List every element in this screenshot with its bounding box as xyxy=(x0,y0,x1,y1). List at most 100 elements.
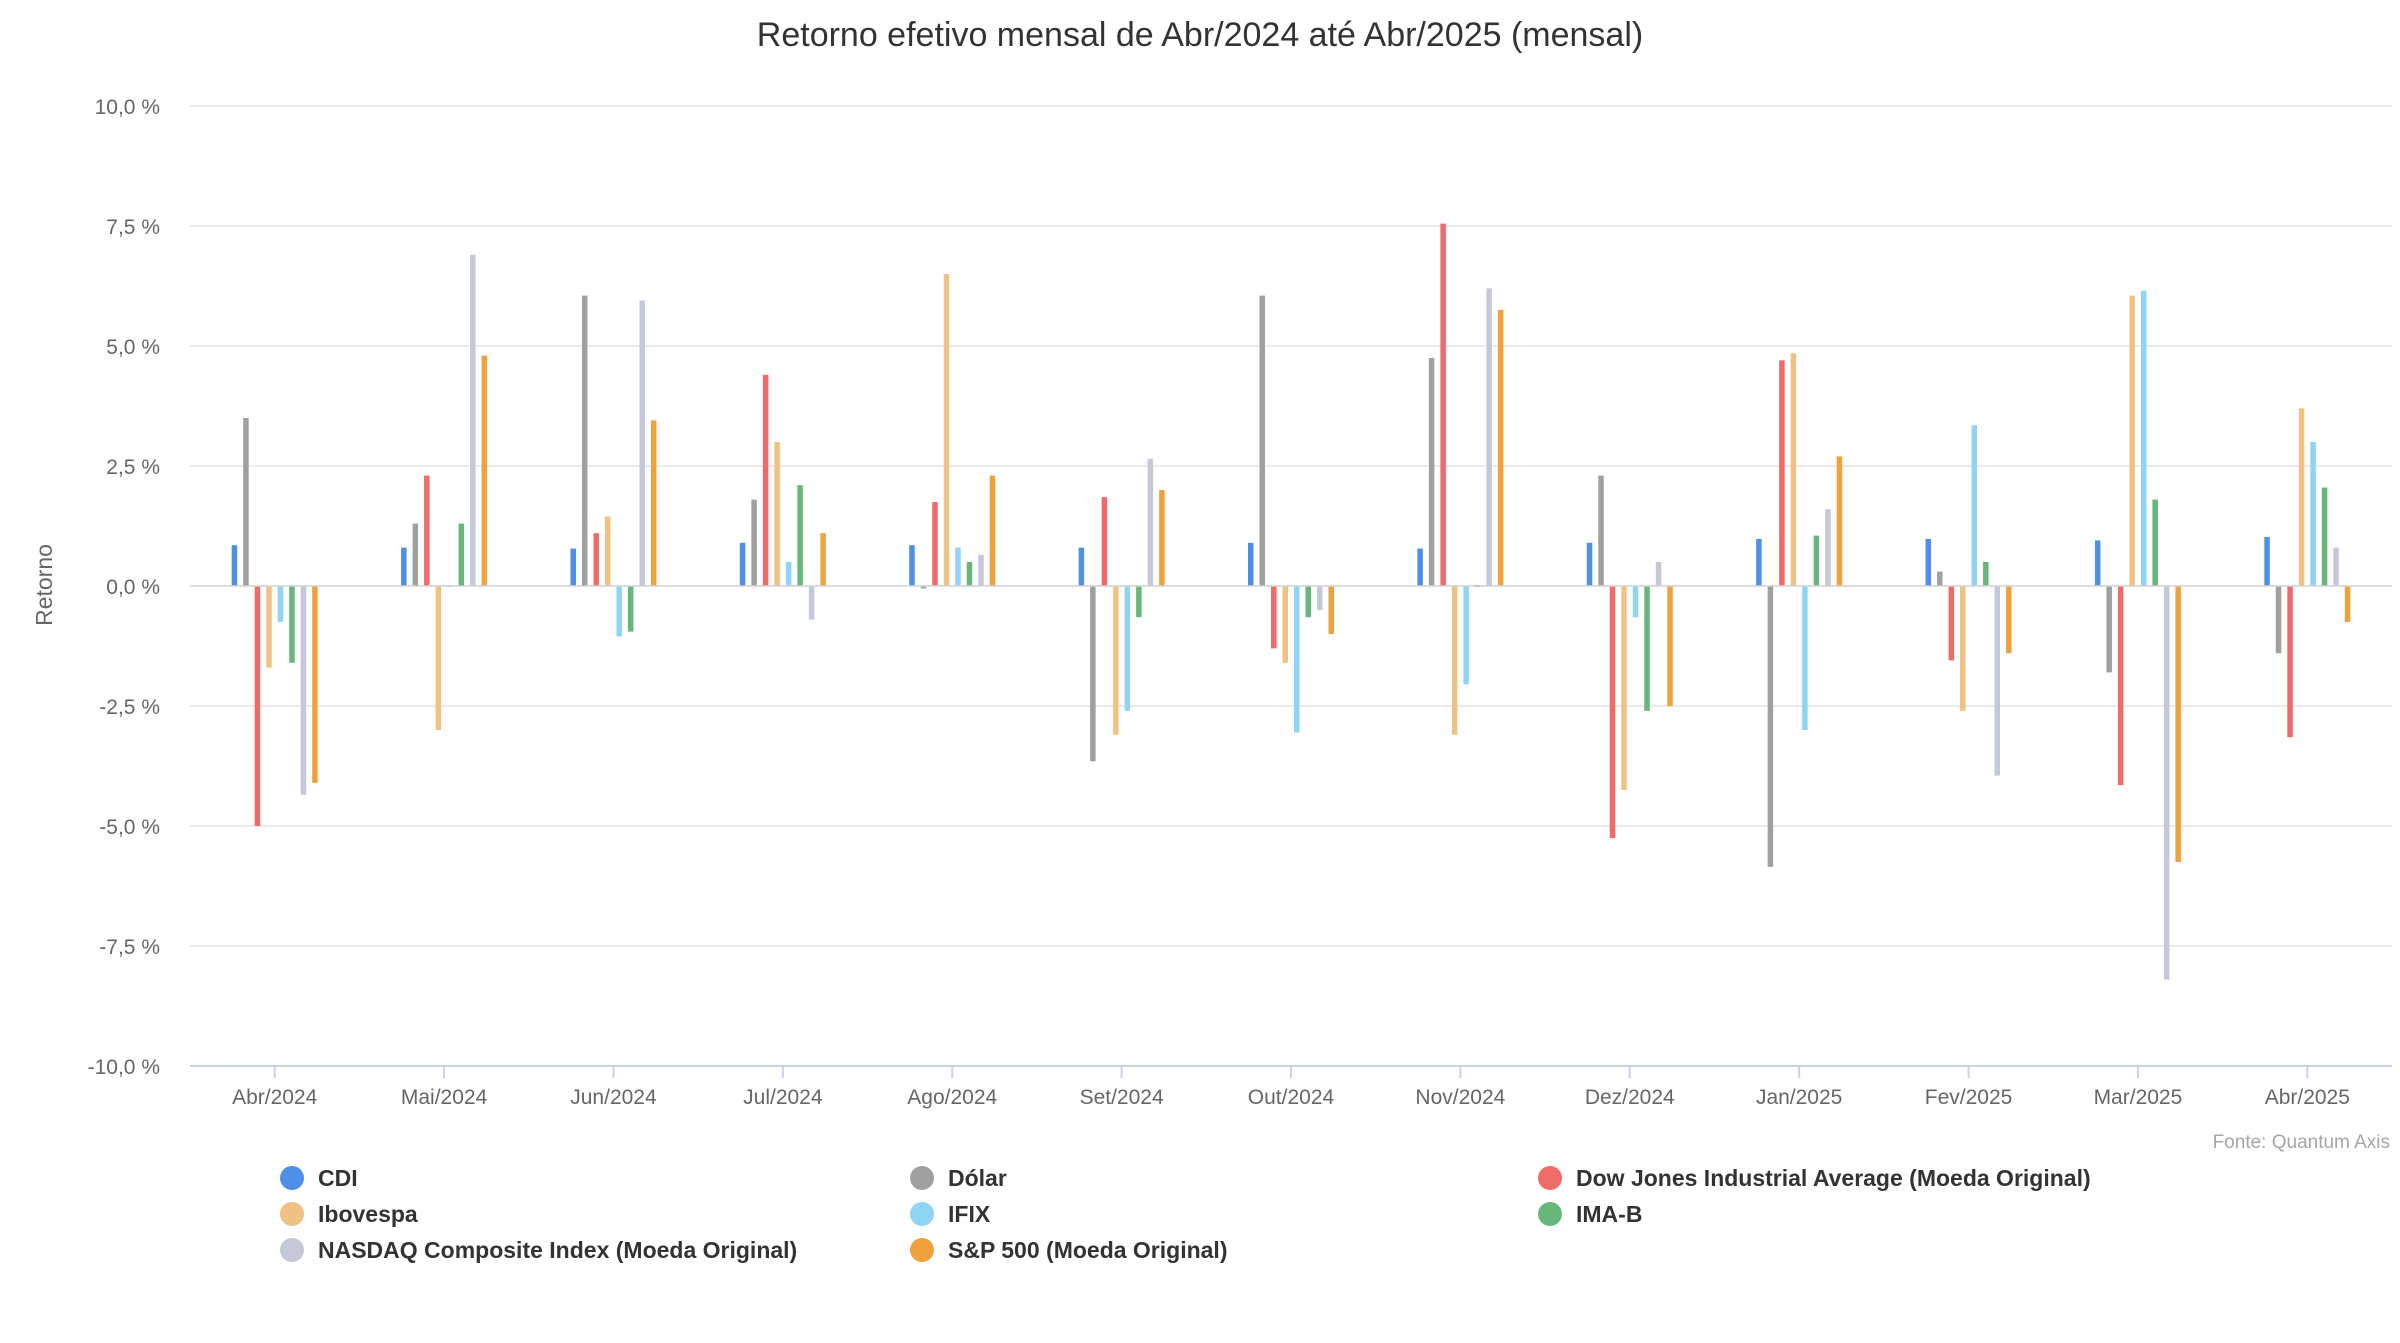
bar[interactable] xyxy=(2117,586,2124,786)
bar[interactable] xyxy=(1259,295,1266,586)
bar[interactable] xyxy=(2298,408,2305,586)
bar[interactable] xyxy=(639,300,645,586)
bar[interactable] xyxy=(1598,475,1604,586)
bar[interactable] xyxy=(277,586,284,622)
bar[interactable] xyxy=(1294,586,1300,733)
bar[interactable] xyxy=(2129,295,2135,586)
bar[interactable] xyxy=(2264,537,2270,586)
bar[interactable] xyxy=(1417,548,1423,586)
bar[interactable] xyxy=(1451,586,1458,735)
legend-item[interactable]: CDI xyxy=(280,1160,358,1196)
legend-item[interactable]: Ibovespa xyxy=(280,1196,418,1232)
bar[interactable] xyxy=(1813,535,1820,586)
bar[interactable] xyxy=(774,442,780,586)
bar[interactable] xyxy=(2140,290,2147,586)
bar[interactable] xyxy=(1644,586,1650,711)
bar[interactable] xyxy=(1271,586,1277,649)
bar[interactable] xyxy=(1667,586,1673,706)
bar[interactable] xyxy=(762,374,769,586)
legend-item[interactable]: IFIX xyxy=(910,1196,990,1232)
bar[interactable] xyxy=(1756,538,1762,586)
bar[interactable] xyxy=(1767,586,1774,867)
bar[interactable] xyxy=(739,542,746,586)
bar[interactable] xyxy=(2275,586,2282,654)
bar[interactable] xyxy=(1463,586,1469,685)
bar[interactable] xyxy=(401,547,407,586)
bar[interactable] xyxy=(1586,542,1593,586)
bar[interactable] xyxy=(1159,490,1165,586)
bar[interactable] xyxy=(1983,562,1989,586)
bar[interactable] xyxy=(1486,288,1492,586)
bar[interactable] xyxy=(312,586,318,783)
bar[interactable] xyxy=(616,586,622,637)
bar[interactable] xyxy=(797,485,803,586)
bar[interactable] xyxy=(920,586,927,589)
bar[interactable] xyxy=(1937,571,1943,586)
bar[interactable] xyxy=(593,533,599,586)
bar[interactable] xyxy=(1282,586,1289,663)
bar[interactable] xyxy=(1305,586,1312,618)
bar[interactable] xyxy=(1136,586,1142,618)
bar[interactable] xyxy=(1497,310,1504,586)
bar[interactable] xyxy=(1328,586,1335,634)
bar[interactable] xyxy=(266,586,272,668)
bar[interactable] xyxy=(785,562,792,586)
bar[interactable] xyxy=(1317,586,1323,610)
legend-item[interactable]: NASDAQ Composite Index (Moeda Original) xyxy=(280,1232,797,1268)
bar[interactable] xyxy=(1124,586,1131,711)
bar[interactable] xyxy=(2175,586,2181,862)
bar[interactable] xyxy=(989,475,996,586)
bar[interactable] xyxy=(2106,586,2112,673)
bar[interactable] xyxy=(2006,586,2012,654)
bar[interactable] xyxy=(1101,497,1108,586)
legend-item[interactable]: S&P 500 (Moeda Original) xyxy=(910,1232,1227,1268)
bar[interactable] xyxy=(808,586,815,620)
bar[interactable] xyxy=(943,274,950,586)
bar[interactable] xyxy=(820,533,826,586)
bar[interactable] xyxy=(2163,586,2170,980)
bar[interactable] xyxy=(412,523,419,586)
bar[interactable] xyxy=(2287,586,2293,738)
bar[interactable] xyxy=(1790,353,1797,586)
bar[interactable] xyxy=(2094,540,2101,586)
bar[interactable] xyxy=(932,502,938,586)
bar[interactable] xyxy=(1655,562,1662,586)
bar[interactable] xyxy=(2344,586,2351,622)
bar[interactable] xyxy=(955,547,961,586)
bar[interactable] xyxy=(2152,499,2158,586)
bar[interactable] xyxy=(435,586,442,730)
bar[interactable] xyxy=(1825,509,1831,586)
bar[interactable] xyxy=(1971,425,1978,586)
legend-item[interactable]: IMA-B xyxy=(1538,1196,1642,1232)
bar[interactable] xyxy=(627,586,634,632)
bar[interactable] xyxy=(604,516,611,586)
bar[interactable] xyxy=(1632,586,1639,618)
bar[interactable] xyxy=(1960,586,1966,711)
bar[interactable] xyxy=(1925,538,1932,586)
bar[interactable] xyxy=(570,548,576,586)
bar[interactable] xyxy=(1440,223,1446,586)
bar[interactable] xyxy=(1609,586,1616,838)
bar[interactable] xyxy=(1621,586,1627,790)
bar[interactable] xyxy=(978,554,984,586)
bar[interactable] xyxy=(254,586,261,826)
legend-item[interactable]: Dólar xyxy=(910,1160,1007,1196)
bar[interactable] xyxy=(751,499,757,586)
bar[interactable] xyxy=(300,586,307,795)
bar[interactable] xyxy=(243,418,249,586)
bar[interactable] xyxy=(1113,586,1119,735)
bar[interactable] xyxy=(1779,360,1785,586)
bar[interactable] xyxy=(289,586,295,663)
bar[interactable] xyxy=(1428,358,1435,586)
bar[interactable] xyxy=(458,523,465,586)
bar[interactable] xyxy=(1147,458,1154,586)
bar[interactable] xyxy=(1078,547,1085,586)
bar[interactable] xyxy=(470,254,476,587)
bar[interactable] xyxy=(1090,586,1096,762)
bar[interactable] xyxy=(1948,586,1955,661)
bar[interactable] xyxy=(481,355,488,586)
bar[interactable] xyxy=(650,420,657,586)
bar[interactable] xyxy=(424,475,430,586)
bar[interactable] xyxy=(2310,442,2316,586)
legend-item[interactable]: Dow Jones Industrial Average (Moeda Orig… xyxy=(1538,1160,2091,1196)
